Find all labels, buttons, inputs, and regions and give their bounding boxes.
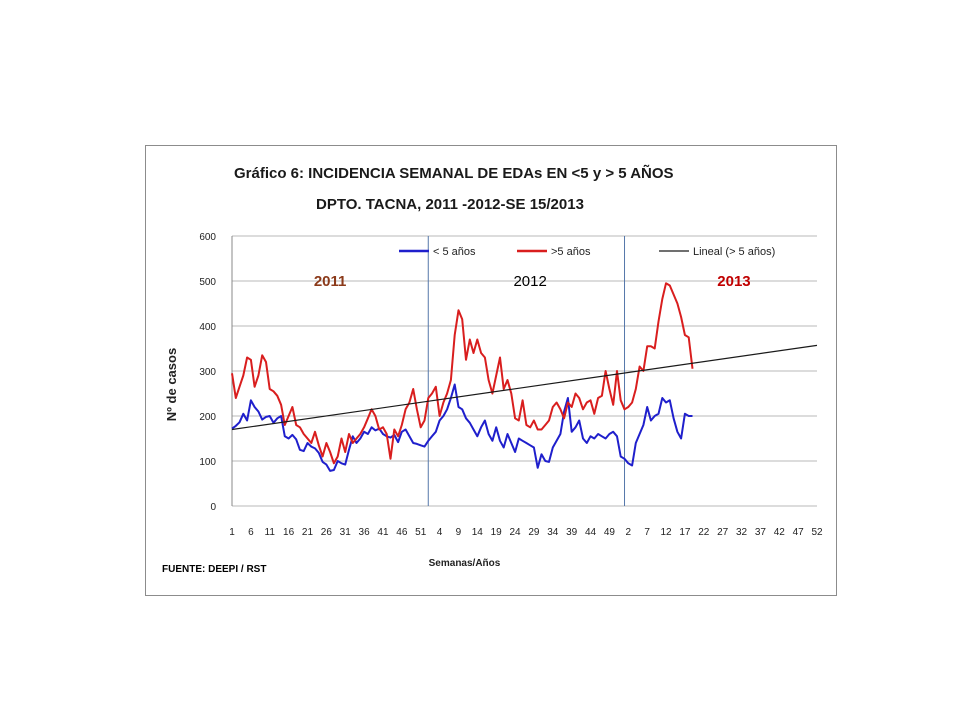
y-tick-label: 300 xyxy=(199,367,216,378)
x-tick-label: 6 xyxy=(248,527,254,538)
source-note: FUENTE: DEEPI / RST xyxy=(162,564,267,575)
x-tick-label: 14 xyxy=(472,527,484,538)
x-tick-label: 36 xyxy=(359,527,371,538)
y-tick-label: 0 xyxy=(210,502,216,513)
year-label: 2012 xyxy=(513,273,546,290)
x-tick-label: 4 xyxy=(437,527,443,538)
x-tick-label: 46 xyxy=(396,527,408,538)
y-tick-label: 100 xyxy=(199,457,216,468)
x-tick-label: 37 xyxy=(755,527,767,538)
x-tick-label: 12 xyxy=(660,527,672,538)
chart-title-line1: Gráfico 6: INCIDENCIA SEMANAL DE EDAs EN… xyxy=(234,165,674,182)
year-label: 2013 xyxy=(717,273,750,290)
x-tick-label: 52 xyxy=(811,527,823,538)
y-tick-label: 400 xyxy=(199,322,216,333)
x-tick-label: 16 xyxy=(283,527,295,538)
chart-frame: Gráfico 6: INCIDENCIA SEMANAL DE EDAs EN… xyxy=(145,145,837,596)
x-tick-label: 39 xyxy=(566,527,578,538)
x-tick-label: 7 xyxy=(644,527,650,538)
x-tick-label: 2 xyxy=(626,527,632,538)
y-tick-label: 500 xyxy=(199,277,216,288)
x-tick-label: 32 xyxy=(736,527,748,538)
x-axis-label: Semanas/Años xyxy=(429,558,501,569)
x-tick-label: 27 xyxy=(717,527,729,538)
x-tick-label: 24 xyxy=(510,527,522,538)
x-tick-label: 47 xyxy=(793,527,805,538)
x-tick-label: 34 xyxy=(547,527,559,538)
legend-label: >5 años xyxy=(551,246,591,258)
x-tick-label: 42 xyxy=(774,527,786,538)
year-label: 2011 xyxy=(314,273,347,290)
x-tick-label: 1 xyxy=(229,527,235,538)
x-tick-label: 19 xyxy=(491,527,503,538)
x-tick-label: 21 xyxy=(302,527,314,538)
chart-title-line2: DPTO. TACNA, 2011 -2012-SE 15/2013 xyxy=(316,196,584,213)
x-tick-label: 51 xyxy=(415,527,427,538)
x-tick-label: 29 xyxy=(528,527,540,538)
x-tick-label: 22 xyxy=(698,527,710,538)
x-tick-label: 26 xyxy=(321,527,333,538)
legend-label: Lineal (> 5 años) xyxy=(693,246,775,258)
y-axis-label: Nº de casos xyxy=(164,348,179,421)
x-tick-label: 31 xyxy=(340,527,352,538)
legend-label: < 5 años xyxy=(433,246,476,258)
y-tick-label: 600 xyxy=(199,232,216,243)
x-tick-label: 49 xyxy=(604,527,616,538)
x-tick-label: 9 xyxy=(456,527,462,538)
trend-line xyxy=(231,344,818,431)
x-tick-label: 11 xyxy=(265,527,276,538)
x-tick-label: 41 xyxy=(377,527,389,538)
x-tick-label: 17 xyxy=(679,527,691,538)
series-line xyxy=(231,383,693,472)
y-tick-label: 200 xyxy=(199,412,216,423)
series-line xyxy=(231,282,694,465)
x-tick-label: 44 xyxy=(585,527,597,538)
